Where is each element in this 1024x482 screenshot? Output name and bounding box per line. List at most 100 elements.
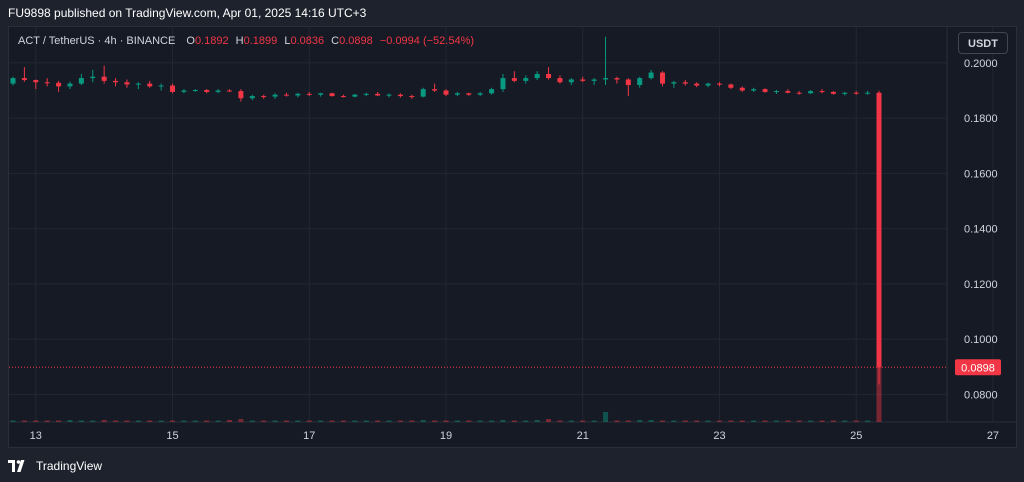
- y-tick-label: 0.1000: [964, 334, 998, 346]
- candle-body: [546, 73, 552, 79]
- candle-body: [614, 78, 620, 80]
- x-tick-label: 27: [987, 430, 999, 442]
- candle-body: [352, 94, 358, 97]
- volume-bar: [147, 420, 153, 422]
- x-tick-label: 15: [166, 430, 178, 442]
- volume-bar: [397, 420, 403, 422]
- volume-bar: [853, 420, 859, 422]
- candle-body: [363, 93, 369, 95]
- volume-bar: [21, 420, 27, 422]
- candle-body: [785, 91, 791, 93]
- volume-bar: [603, 412, 609, 422]
- volume-bar: [477, 420, 483, 422]
- symbol-legend: ACT / TetherUS · 4h · BINANCE O0.1892 H0…: [18, 35, 474, 47]
- volume-bar: [842, 420, 848, 422]
- low-value: 0.0836: [290, 35, 325, 47]
- volume-bar: [227, 420, 232, 422]
- open-value: 0.1892: [194, 35, 229, 47]
- candle-body: [158, 85, 164, 87]
- symbol-label: ACT / TetherUS · 4h · BINANCE: [18, 35, 176, 47]
- candle-body: [192, 89, 198, 91]
- candle-body: [842, 92, 848, 94]
- publish-info-bar: FU9898 published on TradingView.com, Apr…: [0, 0, 1024, 26]
- candle-body: [340, 96, 346, 98]
- x-tick-label: 19: [440, 430, 452, 442]
- volume-bar: [283, 420, 289, 422]
- volume-bar: [614, 420, 620, 422]
- volume-bar: [523, 420, 529, 422]
- volume-bar: [329, 420, 335, 422]
- candle-body: [10, 78, 16, 84]
- volume-bar: [409, 420, 415, 422]
- y-tick-label: 0.1400: [964, 224, 998, 236]
- volume-bars: [10, 367, 882, 422]
- volume-bar: [454, 420, 460, 422]
- volume-bar: [363, 420, 369, 422]
- candle-body: [204, 89, 210, 92]
- candle-body: [318, 93, 324, 95]
- last-price-badge: [955, 359, 1001, 376]
- volume-bar: [500, 420, 506, 422]
- candle-body: [694, 83, 700, 86]
- volume-bar: [78, 420, 84, 422]
- currency-button[interactable]: USDT: [958, 32, 1008, 54]
- candle-body: [808, 91, 814, 94]
- volume-bar: [238, 419, 244, 422]
- candle-body: [648, 72, 654, 79]
- candle-body: [830, 91, 836, 94]
- volume-bar: [785, 420, 791, 422]
- candle-body: [170, 85, 176, 92]
- candle-body: [44, 82, 50, 84]
- candle-body: [329, 93, 335, 97]
- chart-frame[interactable]: 0.2000 0.1800 0.1600 0.1400 0.1200 0.1000 0.08…: [8, 26, 1017, 448]
- candle-body: [432, 89, 438, 91]
- candle-body: [716, 83, 722, 85]
- volume-bar: [192, 420, 198, 422]
- candle-body: [477, 93, 483, 95]
- candle-body: [90, 76, 96, 79]
- volume-bar: [135, 420, 141, 422]
- volume-bar: [830, 420, 836, 422]
- x-tick-label: 17: [303, 430, 315, 442]
- volume-bar: [773, 420, 779, 422]
- candle-body: [853, 92, 859, 94]
- y-tick-label: 0.1200: [964, 279, 998, 291]
- candle-body: [306, 93, 312, 95]
- candle-body: [238, 91, 244, 99]
- volume-bar: [751, 420, 757, 422]
- candle-body: [819, 91, 825, 93]
- candles: [10, 36, 882, 385]
- candle-body: [78, 78, 84, 84]
- candle-body: [215, 90, 221, 92]
- candle-body: [466, 93, 472, 95]
- price-axis: 0.2000 0.1800 0.1600 0.1400 0.1200 0.1000 0.08…: [964, 58, 998, 401]
- volume-bar: [865, 420, 871, 422]
- tradingview-logo-icon: [8, 460, 25, 472]
- candle-body: [283, 94, 289, 96]
- volume-bar: [762, 420, 768, 422]
- candle-body: [261, 96, 267, 98]
- volume-bar: [10, 420, 16, 422]
- candle-body: [397, 94, 403, 97]
- candle-body: [682, 82, 688, 84]
- close-label: C: [331, 35, 340, 47]
- candle-body: [705, 83, 711, 86]
- candle-body: [739, 87, 745, 91]
- volume-bar: [876, 367, 882, 422]
- volume-bar: [671, 420, 677, 422]
- candlestick-chart[interactable]: 0.2000 0.1800 0.1600 0.1400 0.1200 0.1000 0.08…: [9, 27, 1016, 447]
- candle-body: [762, 89, 768, 92]
- volume-bar: [352, 420, 358, 422]
- volume-bar: [739, 420, 745, 422]
- candle-body: [21, 78, 27, 81]
- volume-bar: [113, 420, 119, 422]
- published-text: FU9898 published on TradingView.com, Apr…: [8, 6, 367, 20]
- volume-bar: [546, 419, 552, 422]
- volume-bar: [625, 420, 631, 422]
- x-tick-label: 25: [850, 430, 862, 442]
- volume-bar: [591, 420, 597, 422]
- x-tick-label: 23: [713, 430, 725, 442]
- y-tick-label: 0.1800: [964, 113, 998, 125]
- volume-bar: [158, 420, 164, 422]
- candle-body: [454, 93, 460, 95]
